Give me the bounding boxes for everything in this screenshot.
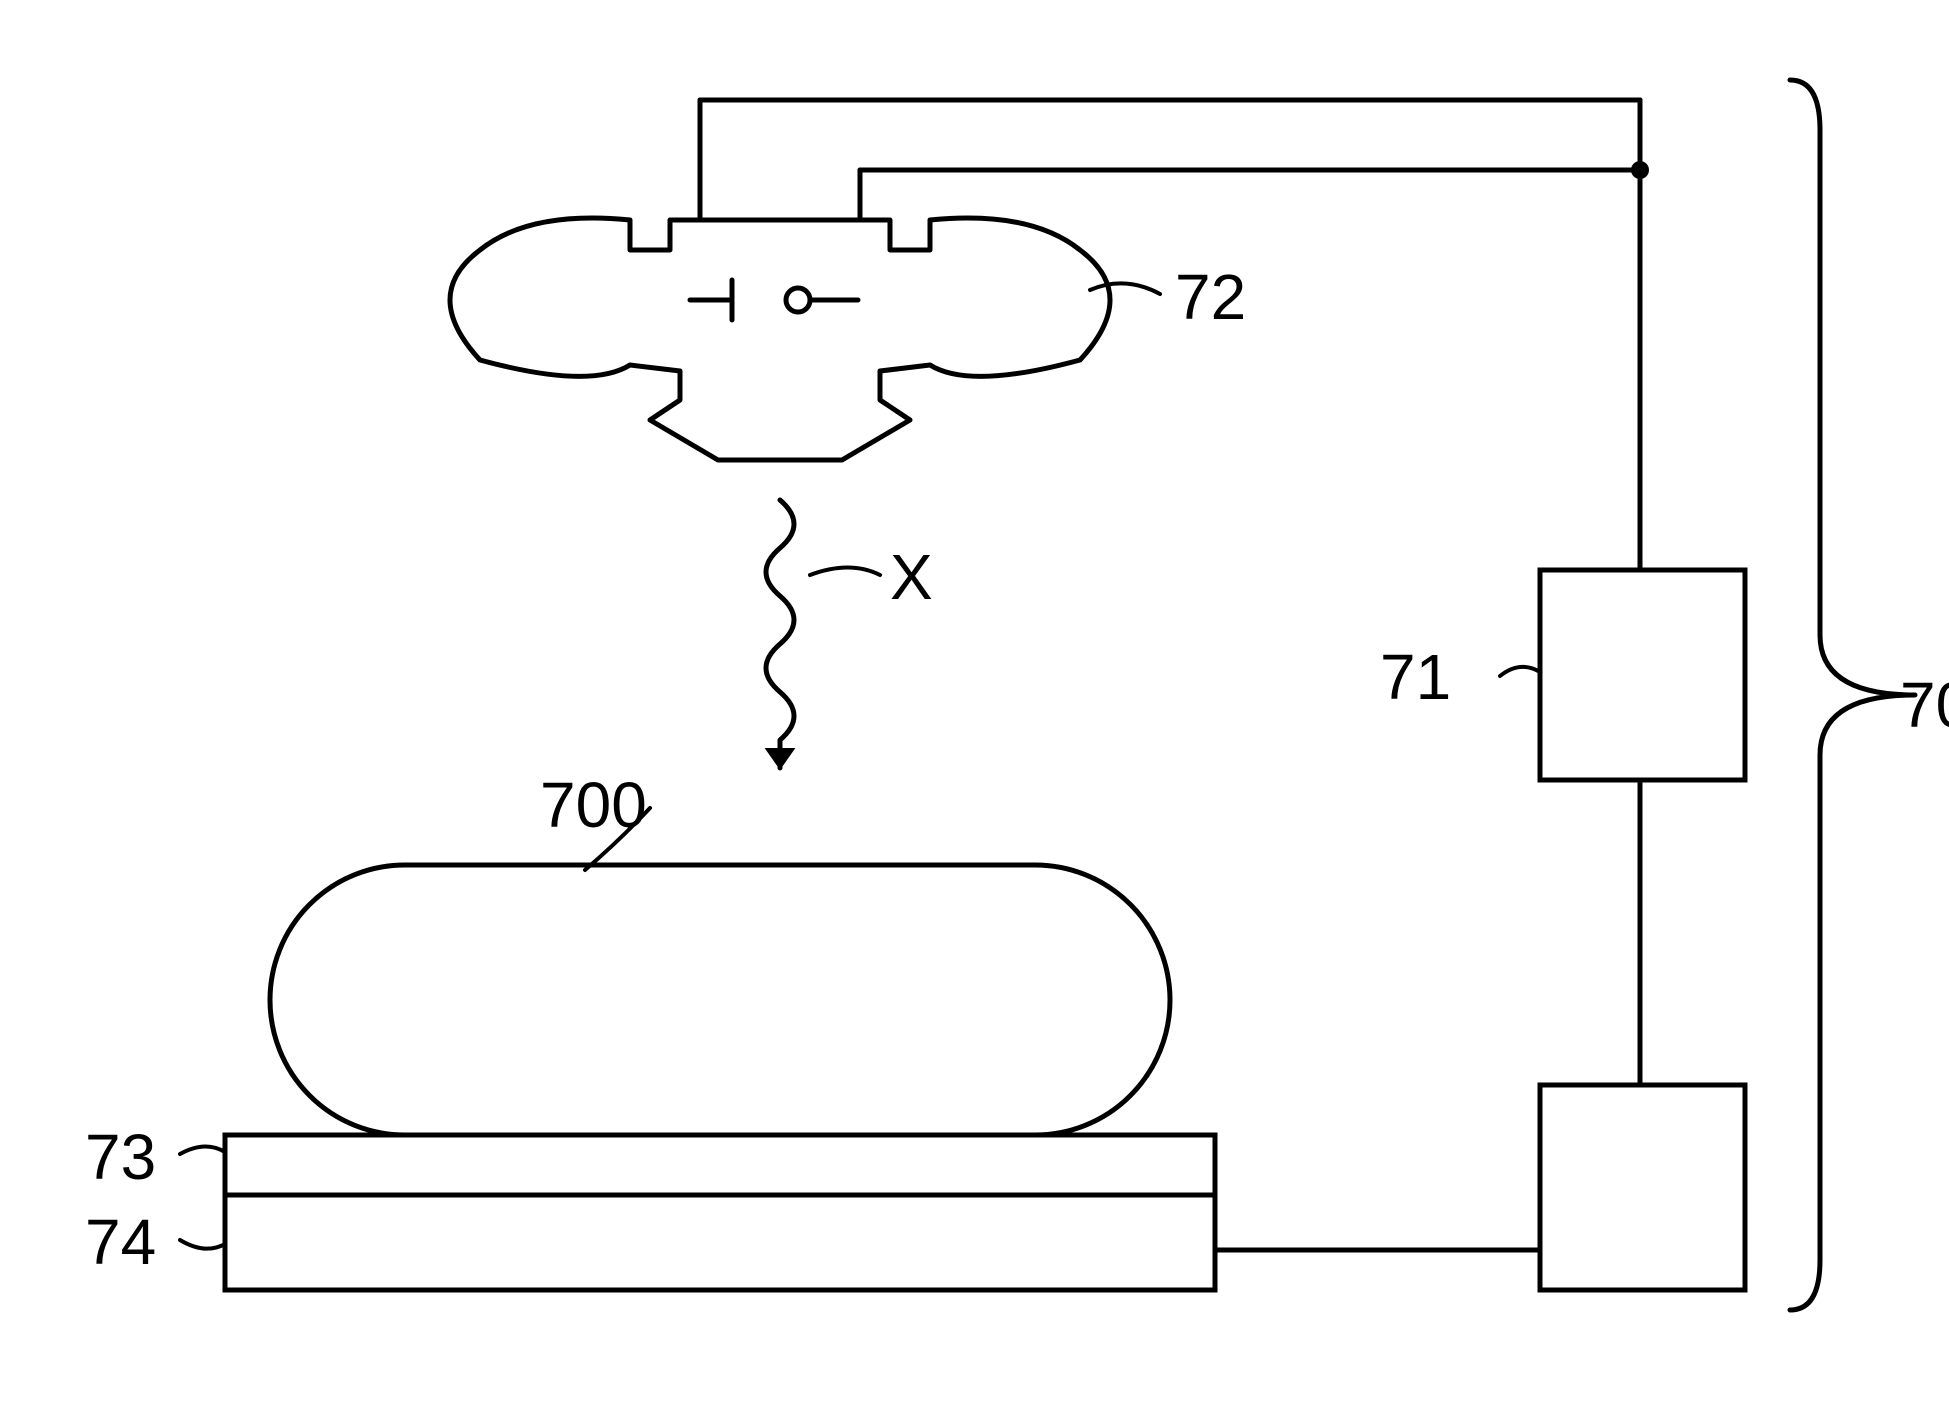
diagram-stage: 70 72 71 700 73 74 X	[0, 0, 1949, 1411]
label-detector-top: 73	[85, 1120, 156, 1194]
label-patient: 700	[540, 768, 647, 842]
label-box-upper: 71	[1380, 640, 1451, 714]
label-tube: 72	[1175, 260, 1246, 334]
label-detector-bottom: 74	[85, 1205, 156, 1279]
label-xray: X	[890, 540, 933, 614]
diagram-svg	[0, 0, 1949, 1411]
label-system: 70	[1900, 668, 1949, 742]
